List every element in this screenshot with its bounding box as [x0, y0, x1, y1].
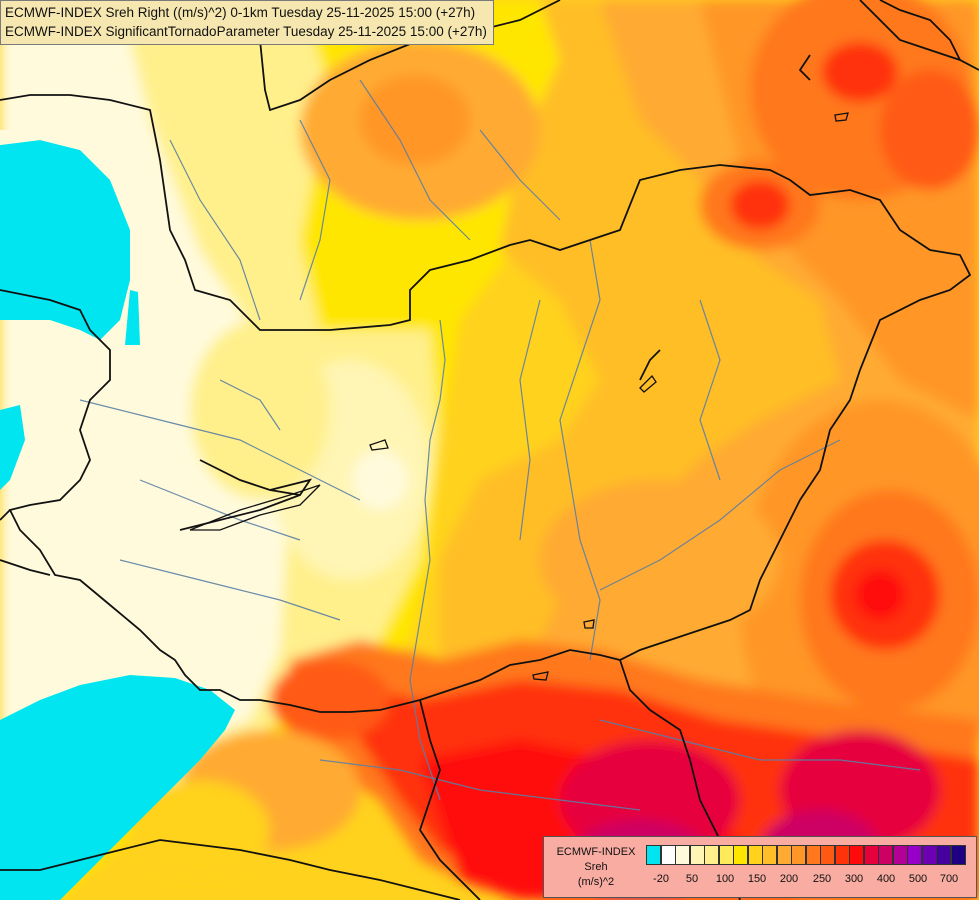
legend-title-line-2: Sreh: [584, 861, 608, 873]
legend-swatch: [776, 845, 792, 865]
legend-swatch: [907, 845, 922, 865]
legend-swatch: [878, 845, 893, 865]
legend-tick-label: 200: [779, 873, 799, 885]
legend-tick-label: 400: [876, 873, 896, 885]
legend-swatch: [791, 845, 806, 865]
lakes: [189, 112, 849, 681]
legend-swatch: [733, 845, 748, 865]
legend-tick-label: 150: [747, 873, 767, 885]
legend-tick-label: 300: [844, 873, 864, 885]
legend-tick-label: 500: [908, 873, 928, 885]
legend-swatch: [921, 845, 937, 865]
map-title-box: ECMWF-INDEX Sreh Right ((m/s)^2) 0-1km T…: [0, 0, 494, 45]
rivers: [79, 79, 921, 811]
legend-swatch: [834, 845, 850, 865]
legend-swatches: [646, 845, 966, 867]
legend-swatch: [689, 845, 705, 865]
legend-title-line-1: ECMWF-INDEX: [556, 846, 636, 858]
legend-swatch: [863, 845, 879, 865]
legend-tick-label: 50: [685, 873, 699, 885]
legend-tick-label: 700: [939, 873, 959, 885]
cyan-negative-zones: [0, 128, 235, 900]
legend-tick-label: 250: [812, 873, 832, 885]
legend-tick-label: -20: [653, 873, 669, 885]
legend-swatch: [660, 845, 676, 865]
legend-swatch: [805, 845, 821, 865]
legend-swatch: [675, 845, 690, 865]
legend-swatch: [849, 845, 864, 865]
legend-swatch: [704, 845, 719, 865]
legend-swatch: [820, 845, 835, 865]
legend-swatch: [762, 845, 777, 865]
legend-swatch: [718, 845, 734, 865]
legend-swatch: [646, 845, 661, 865]
title-line-2: ECMWF-INDEX SignificantTornadoParameter …: [5, 24, 487, 39]
legend-swatch: [892, 845, 908, 865]
title-line-1: ECMWF-INDEX Sreh Right ((m/s)^2) 0-1km T…: [5, 5, 476, 20]
legend-ticks: -20 50 100 150 200 250 300 400 500 700: [544, 873, 978, 889]
legend-title: ECMWF-INDEX Sreh (m/s)^2: [548, 845, 644, 890]
legend-tick-label: 100: [715, 873, 735, 885]
legend-swatch: [936, 845, 951, 865]
legend-swatch: [747, 845, 763, 865]
legend-title-line-3: (m/s)^2: [577, 876, 615, 888]
legend-swatch: [950, 845, 966, 865]
color-legend: ECMWF-INDEX Sreh (m/s)^2 -20 50 100 150 200 2…: [543, 836, 977, 898]
